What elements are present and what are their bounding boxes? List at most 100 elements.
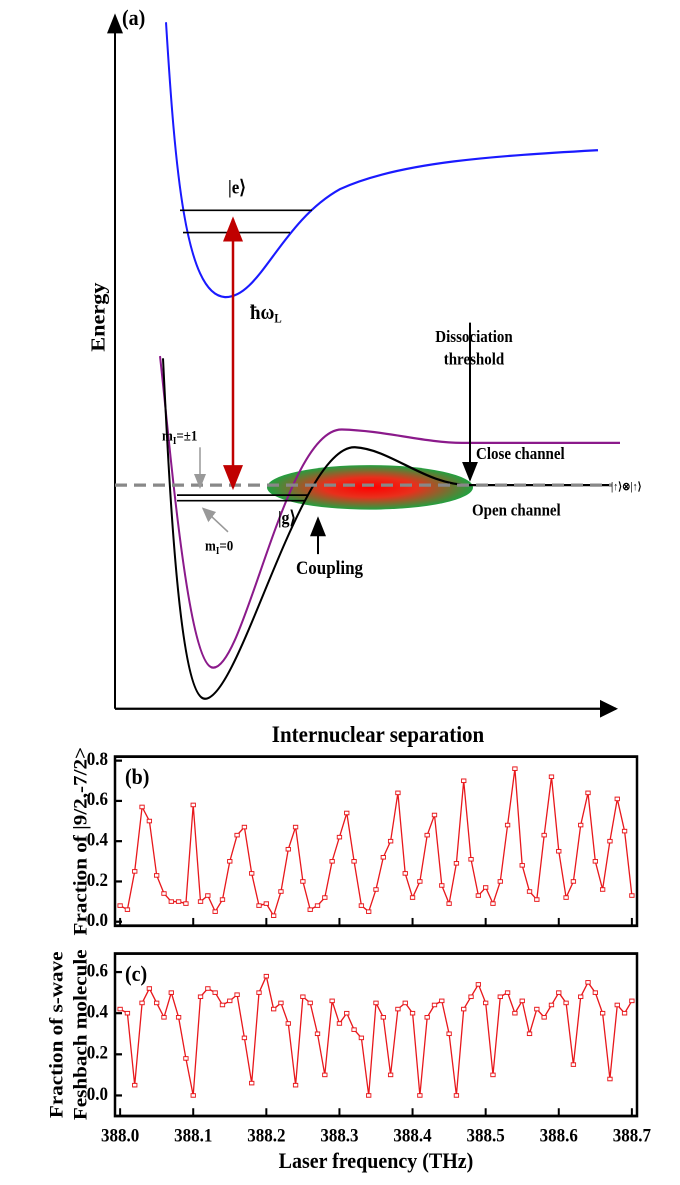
data-point <box>483 1000 489 1006</box>
data-point <box>614 796 620 802</box>
text: I <box>173 437 177 448</box>
data-point <box>314 903 321 908</box>
data-point <box>614 1002 620 1008</box>
y-axis-label: Fraction of s-wave <box>46 951 67 1118</box>
data-point <box>168 990 174 995</box>
data-point <box>387 838 394 844</box>
plot-frame <box>113 952 639 1118</box>
data-point <box>285 846 291 852</box>
data-point <box>431 1002 438 1008</box>
data-point <box>621 828 628 834</box>
text: m <box>162 428 173 444</box>
data-point <box>219 1002 226 1008</box>
data-point <box>256 990 262 995</box>
data-point <box>446 1031 452 1037</box>
data-point <box>263 973 269 979</box>
data-point <box>504 822 511 828</box>
data-point <box>249 871 255 876</box>
data-point <box>190 1093 196 1098</box>
data-point <box>468 857 474 862</box>
data-point <box>351 859 357 864</box>
state-label: |e⟩ <box>228 177 246 198</box>
y-tick-label: 0.2 <box>87 869 108 890</box>
photon-label: ħωL <box>250 301 282 326</box>
data-point <box>154 873 160 878</box>
data-point <box>599 1010 606 1016</box>
data-point <box>227 998 233 1004</box>
y-axis-label: Fraction of |9/2,-7/2> <box>70 747 91 936</box>
data-point <box>139 1000 145 1006</box>
x-tick-label: 388.4 <box>393 1125 431 1146</box>
panel-label: (b) <box>125 764 149 789</box>
data-point <box>139 804 145 810</box>
x-tick-label: 388.1 <box>174 1125 212 1146</box>
data-point <box>387 1072 394 1078</box>
data-point <box>380 1015 386 1020</box>
data-point <box>344 1010 350 1016</box>
data-point <box>475 982 482 987</box>
y-tick-label: 0.0 <box>87 909 108 930</box>
data-point <box>241 1035 248 1041</box>
y-axis-label: Energy <box>87 282 110 352</box>
data-point <box>132 869 138 874</box>
data-point <box>504 990 511 995</box>
data-point <box>270 1006 277 1012</box>
data-point <box>461 1006 467 1012</box>
data-point <box>526 1031 533 1037</box>
x-tick-label: 388.6 <box>540 1125 578 1146</box>
data-point <box>578 994 584 1000</box>
data-point <box>570 879 577 884</box>
data-point <box>278 1000 284 1006</box>
y-tick-label: 0.6 <box>87 788 108 809</box>
closed-channel-potential <box>159 355 620 669</box>
data-point <box>249 1080 255 1086</box>
data-point <box>336 1021 343 1026</box>
data-point <box>256 903 262 908</box>
data-point <box>570 1062 577 1067</box>
data-point <box>263 901 269 906</box>
x-axis-label: Internuclear separation <box>272 721 485 747</box>
data-point <box>351 1027 357 1032</box>
data-point <box>366 1093 372 1098</box>
data-point <box>154 1000 160 1006</box>
data-point <box>541 832 547 838</box>
data-point <box>190 802 196 808</box>
plot-frame <box>113 755 639 928</box>
data-point <box>205 893 211 898</box>
data-point <box>585 790 591 796</box>
threshold-label: threshold <box>444 351 505 369</box>
data-point <box>439 883 445 888</box>
data-point <box>175 899 182 904</box>
data-point <box>548 774 555 780</box>
y-tick-label: 0.6 <box>87 960 108 981</box>
data-point <box>161 891 167 896</box>
text: L <box>274 312 282 326</box>
data-point <box>592 990 598 995</box>
data-point <box>358 1035 365 1041</box>
data-point <box>117 1006 123 1012</box>
data-point <box>227 859 233 864</box>
data-line <box>119 974 633 1096</box>
data-point <box>124 1010 131 1016</box>
coupling-region <box>267 465 473 510</box>
data-point <box>300 879 306 884</box>
text: =0 <box>219 538 233 554</box>
data-point <box>556 990 562 995</box>
text: I <box>216 547 220 558</box>
panel-label: (c) <box>125 961 147 986</box>
data-point <box>402 871 408 876</box>
data-point <box>212 909 218 914</box>
data-point <box>219 897 226 902</box>
x-tick-label: 388.7 <box>613 1125 651 1146</box>
text: ħω <box>250 301 274 324</box>
data-point <box>490 1072 496 1078</box>
data-point <box>519 863 525 868</box>
data-point <box>300 994 306 1000</box>
data-line <box>119 768 633 918</box>
data-point <box>366 909 372 914</box>
data-point <box>461 778 467 784</box>
data-point <box>146 986 153 991</box>
mi-label: mI=±1 <box>162 428 198 447</box>
data-point <box>373 887 379 892</box>
